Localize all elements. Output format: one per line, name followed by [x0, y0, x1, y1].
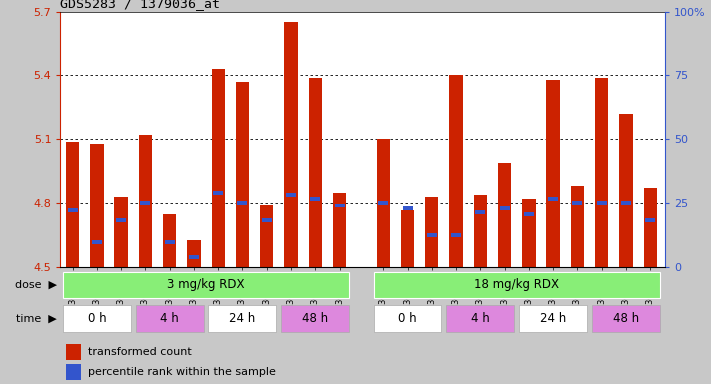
Bar — [116, 218, 126, 222]
Text: 48 h: 48 h — [613, 312, 639, 325]
Bar — [68, 208, 77, 212]
Text: dose  ▶: dose ▶ — [15, 280, 57, 290]
Text: 3 mg/kg RDX: 3 mg/kg RDX — [167, 278, 245, 291]
Bar — [284, 22, 298, 267]
Bar — [619, 114, 633, 267]
Bar — [401, 210, 415, 267]
Bar — [140, 202, 151, 205]
Text: 18 mg/kg RDX: 18 mg/kg RDX — [474, 278, 560, 291]
Text: time  ▶: time ▶ — [16, 313, 57, 323]
Bar — [136, 305, 203, 331]
Text: 24 h: 24 h — [230, 312, 255, 325]
Bar — [621, 202, 631, 205]
Text: GDS5283 / 1379036_at: GDS5283 / 1379036_at — [60, 0, 220, 10]
Bar — [402, 206, 412, 210]
Bar — [163, 214, 176, 267]
Bar — [643, 189, 657, 267]
Bar — [212, 69, 225, 267]
Bar — [67, 364, 81, 379]
Bar — [236, 82, 249, 267]
Bar — [208, 305, 277, 331]
Bar — [595, 78, 609, 267]
Text: 4 h: 4 h — [160, 312, 179, 325]
Bar — [373, 272, 660, 298]
Bar — [90, 144, 104, 267]
Text: 0 h: 0 h — [87, 312, 106, 325]
Bar — [262, 218, 272, 222]
Text: 0 h: 0 h — [398, 312, 417, 325]
Bar — [519, 305, 587, 331]
Bar — [213, 191, 223, 195]
Bar — [597, 202, 606, 205]
Bar — [427, 233, 437, 237]
Bar — [67, 344, 81, 360]
Text: 4 h: 4 h — [471, 312, 490, 325]
Bar — [449, 75, 463, 267]
Bar — [165, 240, 175, 243]
Bar — [260, 205, 274, 267]
Bar — [377, 139, 390, 267]
Bar — [548, 197, 558, 201]
Bar — [333, 193, 346, 267]
Bar — [63, 272, 349, 298]
Bar — [309, 78, 322, 267]
Bar — [187, 240, 201, 267]
Bar — [425, 197, 439, 267]
Bar — [500, 206, 510, 210]
Bar — [66, 142, 79, 267]
Bar — [645, 218, 656, 222]
Text: percentile rank within the sample: percentile rank within the sample — [87, 367, 275, 377]
Bar — [571, 186, 584, 267]
Bar — [92, 240, 102, 243]
Text: 48 h: 48 h — [302, 312, 328, 325]
Bar — [451, 233, 461, 237]
Bar — [524, 212, 534, 216]
Bar — [237, 202, 247, 205]
Bar — [378, 202, 388, 205]
Bar — [114, 197, 128, 267]
Bar — [498, 163, 511, 267]
Bar — [310, 197, 320, 201]
Bar — [474, 195, 487, 267]
Bar — [572, 202, 582, 205]
Bar — [189, 255, 199, 258]
Bar — [476, 210, 486, 214]
Bar — [139, 135, 152, 267]
Bar — [286, 193, 296, 197]
Bar — [373, 305, 442, 331]
Bar — [335, 204, 345, 207]
Text: transformed count: transformed count — [87, 347, 191, 357]
Bar — [447, 305, 514, 331]
Bar — [522, 199, 535, 267]
Text: 24 h: 24 h — [540, 312, 566, 325]
Bar — [63, 305, 131, 331]
Bar — [282, 305, 349, 331]
Bar — [592, 305, 660, 331]
Bar — [547, 80, 560, 267]
